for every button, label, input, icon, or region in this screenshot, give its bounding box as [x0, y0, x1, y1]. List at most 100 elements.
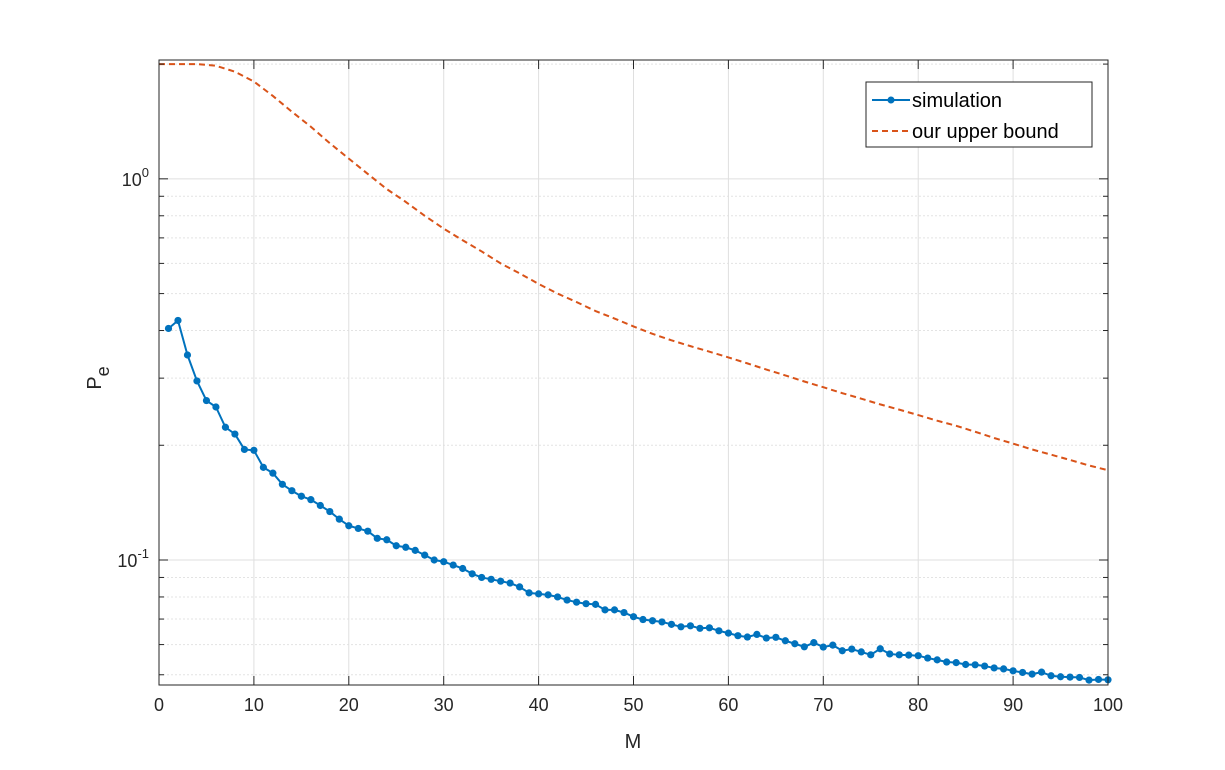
data-point-simulation — [639, 615, 647, 624]
data-point-simulation — [506, 579, 514, 587]
data-point-simulation — [677, 623, 685, 631]
data-point-simulation — [876, 645, 884, 653]
data-point-simulation — [648, 617, 657, 625]
data-point-simulation — [316, 501, 324, 510]
data-point-simulation — [402, 543, 410, 551]
data-point-simulation — [791, 640, 799, 648]
data-point-simulation — [743, 633, 751, 641]
data-point-simulation — [610, 606, 619, 614]
data-point-simulation — [848, 645, 856, 653]
data-point-simulation — [857, 648, 865, 656]
y-tick-label: 10-1 — [117, 546, 149, 571]
data-point-simulation — [762, 634, 770, 642]
data-point-simulation — [468, 570, 476, 578]
data-point-simulation — [516, 583, 524, 591]
data-point-simulation — [914, 652, 922, 660]
data-point-simulation — [288, 487, 296, 495]
data-point-simulation — [772, 633, 780, 641]
data-point-simulation — [971, 661, 979, 669]
data-point-simulation — [212, 403, 220, 411]
data-point-simulation — [734, 632, 742, 640]
data-point-simulation — [1028, 670, 1036, 678]
y-tick-label: 100 — [122, 165, 149, 190]
data-point-simulation — [392, 542, 400, 550]
data-point-simulation — [202, 396, 211, 405]
legend-marker-simulation — [887, 96, 895, 104]
data-point-simulation — [430, 556, 438, 564]
series-layer — [159, 63, 1112, 684]
x-tick-label: 0 — [154, 695, 164, 715]
x-axis-label: M — [625, 731, 642, 753]
x-tick-label: 60 — [718, 695, 738, 715]
data-point-simulation — [1000, 665, 1008, 673]
data-point-simulation — [829, 641, 837, 649]
data-point-simulation — [174, 316, 182, 325]
data-point-simulation — [990, 664, 998, 672]
data-point-simulation — [231, 430, 239, 438]
data-point-simulation — [943, 658, 951, 666]
data-point-simulation — [297, 492, 305, 500]
data-point-simulation — [696, 624, 704, 632]
data-point-simulation — [354, 524, 362, 533]
legend: simulation our upper bound — [865, 81, 1093, 148]
data-point-simulation — [411, 546, 419, 554]
tick-labels: 0 10 20 30 40 50 60 70 80 90 100 100 10-1 — [117, 165, 1123, 715]
data-point-simulation — [781, 637, 789, 645]
data-point-simulation — [326, 507, 334, 516]
data-point-simulation — [933, 656, 941, 664]
data-point-simulation — [886, 650, 894, 658]
x-tick-label: 30 — [434, 695, 454, 715]
data-point-simulation — [449, 561, 457, 569]
x-tick-label: 10 — [244, 695, 264, 715]
data-point-simulation — [753, 630, 761, 639]
data-point-simulation — [572, 598, 581, 606]
series-line-our-upper-bound — [159, 63, 1109, 472]
series-line-simulation — [167, 319, 1109, 682]
data-point-simulation — [1047, 672, 1055, 680]
data-point-simulation — [525, 589, 533, 597]
data-point-simulation — [250, 446, 258, 454]
data-point-simulation — [221, 423, 230, 431]
ticks — [158, 60, 1109, 685]
data-point-simulation — [1085, 676, 1093, 684]
data-point-simulation — [278, 480, 286, 488]
x-tick-label: 40 — [529, 695, 549, 715]
data-point-simulation — [164, 324, 173, 333]
data-point-simulation — [553, 593, 562, 601]
data-point-simulation — [810, 639, 818, 647]
data-point-simulation — [307, 496, 315, 504]
data-point-simulation — [487, 575, 495, 583]
data-point-simulation — [440, 558, 448, 566]
data-point-simulation — [364, 527, 372, 535]
data-point-simulation — [715, 627, 723, 635]
data-point-simulation — [183, 351, 192, 359]
svg-text:Pe: Pe — [84, 366, 113, 389]
data-point-simulation — [497, 577, 505, 585]
data-point-simulation — [582, 600, 590, 608]
data-point-simulation — [421, 551, 429, 559]
data-point-simulation — [800, 643, 808, 651]
x-tick-label: 20 — [339, 695, 359, 715]
data-point-simulation — [1018, 668, 1027, 677]
data-point-simulation — [924, 654, 932, 662]
data-point-simulation — [335, 515, 343, 523]
data-point-simulation — [819, 643, 827, 651]
data-point-simulation — [629, 613, 638, 621]
x-tick-label: 70 — [813, 695, 833, 715]
x-tick-label: 50 — [623, 695, 643, 715]
y-axis-label: Pe — [84, 366, 113, 389]
data-point-simulation — [535, 590, 543, 598]
data-point-simulation — [544, 591, 552, 599]
x-tick-label: 90 — [1003, 695, 1023, 715]
data-point-simulation — [952, 659, 960, 667]
data-point-simulation — [867, 651, 875, 659]
x-tick-label: 100 — [1093, 695, 1123, 715]
y-axis-label-subscript: e — [93, 366, 113, 376]
data-point-simulation — [383, 536, 391, 544]
data-point-simulation — [1009, 667, 1017, 675]
legend-box — [865, 81, 1093, 148]
data-point-simulation — [1037, 668, 1046, 676]
data-point-simulation — [905, 651, 913, 659]
data-point-simulation — [459, 564, 467, 573]
